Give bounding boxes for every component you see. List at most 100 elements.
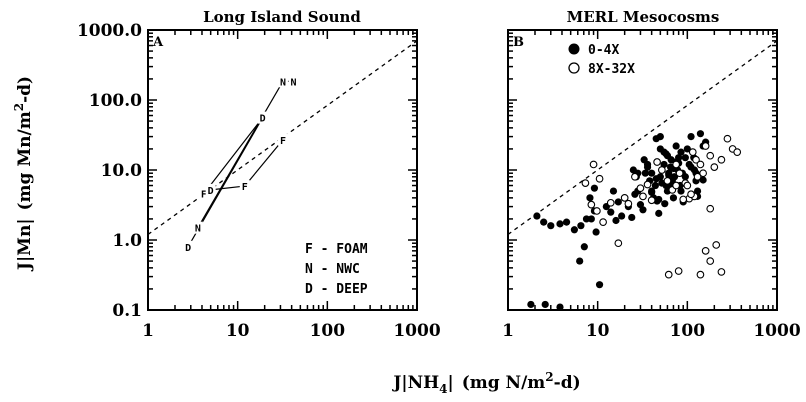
point-open xyxy=(706,151,715,160)
point-filled xyxy=(607,208,615,216)
point-filled xyxy=(639,206,647,214)
point-filled xyxy=(643,163,652,171)
legend-entry-foam: F - FOAM xyxy=(305,242,368,257)
point-filled xyxy=(540,218,548,226)
point-filled xyxy=(681,154,689,162)
x-tick-label: 1000 xyxy=(393,321,440,341)
marker-f: F xyxy=(242,182,248,193)
point-open xyxy=(674,267,683,275)
point-filled xyxy=(661,200,669,208)
y-tick-label: 100.0 xyxy=(89,91,142,111)
point-filled xyxy=(595,281,604,289)
x-tick-label: 10 xyxy=(226,321,250,341)
point-filled xyxy=(696,130,705,138)
panel-b-ticks xyxy=(507,29,778,311)
marker-background xyxy=(288,75,299,88)
point-filled xyxy=(618,212,626,220)
point-open xyxy=(675,169,684,178)
y-tick-label: 10.0 xyxy=(101,161,143,181)
point-open xyxy=(723,134,732,143)
point-filled xyxy=(592,228,600,236)
point-filled xyxy=(655,209,663,217)
point-open xyxy=(639,192,647,201)
point-filled xyxy=(547,222,555,230)
point-open xyxy=(606,198,615,207)
point-open xyxy=(701,246,710,255)
point-filled xyxy=(590,184,599,192)
marker-background xyxy=(192,221,203,234)
point-open xyxy=(688,148,697,156)
point-open xyxy=(717,155,726,164)
point-open xyxy=(653,158,661,166)
panel-b-title: MERL Mesocosms xyxy=(567,8,720,26)
panel-b-x-tick-labels: 1 10 100 1000 xyxy=(502,321,801,341)
x-tick-label: 1 xyxy=(142,321,154,341)
point-open xyxy=(658,166,666,174)
legend-entry-0-4x: 0-4X xyxy=(588,43,619,58)
point-filled xyxy=(587,215,595,223)
y-tick-labels: 0.1 1.0 10.0 100.0 1000.0 xyxy=(77,21,142,321)
point-filled xyxy=(662,150,670,158)
point-filled xyxy=(641,169,649,177)
point-open xyxy=(589,160,598,169)
point-filled xyxy=(648,188,656,196)
point-open xyxy=(647,196,656,205)
marker-f: F xyxy=(280,136,286,147)
panel-a-title: Long Island Sound xyxy=(203,8,361,26)
marker-d: D xyxy=(260,114,266,125)
marker-background xyxy=(183,240,194,253)
point-open xyxy=(696,270,705,279)
point-open xyxy=(687,190,695,199)
point-filled xyxy=(533,212,541,220)
point-open xyxy=(593,207,601,215)
x-tick-label: 10 xyxy=(586,321,610,341)
point-filled xyxy=(656,133,664,141)
x-tick-label: 1 xyxy=(502,321,514,341)
point-filled xyxy=(652,175,660,183)
point-filled xyxy=(681,173,689,181)
point-open xyxy=(587,200,596,209)
marker-n: N xyxy=(280,77,286,88)
point-open xyxy=(631,172,639,181)
point-filled xyxy=(699,176,707,184)
marker-f: F xyxy=(201,190,207,201)
point-open xyxy=(712,241,721,249)
x-tick-label: 100 xyxy=(310,321,346,341)
point-filled xyxy=(655,195,663,204)
point-filled xyxy=(640,156,648,164)
point-open xyxy=(599,218,607,226)
panel-b-data xyxy=(527,130,742,311)
connector-line xyxy=(210,185,245,191)
point-filled xyxy=(669,194,678,202)
point-filled xyxy=(586,194,594,202)
panel-b-label: B xyxy=(513,35,524,50)
marker-n: N xyxy=(195,224,201,235)
marker-background xyxy=(205,183,216,196)
marker-n: N xyxy=(291,77,297,88)
legend-entry-8x-32x: 8X-32X xyxy=(588,62,635,77)
point-open xyxy=(696,160,705,169)
marker-background xyxy=(198,187,209,200)
point-open xyxy=(643,180,652,189)
point-filled xyxy=(687,133,695,141)
point-filled xyxy=(628,213,636,222)
point-open xyxy=(595,174,604,183)
panel-a-legend: F - FOAM N - NWC D - DEEP xyxy=(305,242,368,297)
point-open xyxy=(710,163,719,171)
point-open xyxy=(636,184,645,193)
point-open xyxy=(683,181,692,190)
panel-a-label: A xyxy=(152,35,164,50)
point-filled xyxy=(576,257,584,265)
y-tick-label: 1000.0 xyxy=(77,21,142,41)
point-filled xyxy=(656,145,664,153)
y-axis-label: J|Mn|(mg Mn/m2-d) xyxy=(12,76,35,272)
point-filled xyxy=(651,181,659,190)
marker-d: D xyxy=(208,186,214,197)
connector-line xyxy=(244,139,284,187)
legend-entry-deep: D - DEEP xyxy=(305,282,368,297)
point-open xyxy=(614,239,623,248)
x-axis-label: J|NH4| (mg N/m2-d) xyxy=(391,370,580,396)
point-open xyxy=(672,181,680,190)
